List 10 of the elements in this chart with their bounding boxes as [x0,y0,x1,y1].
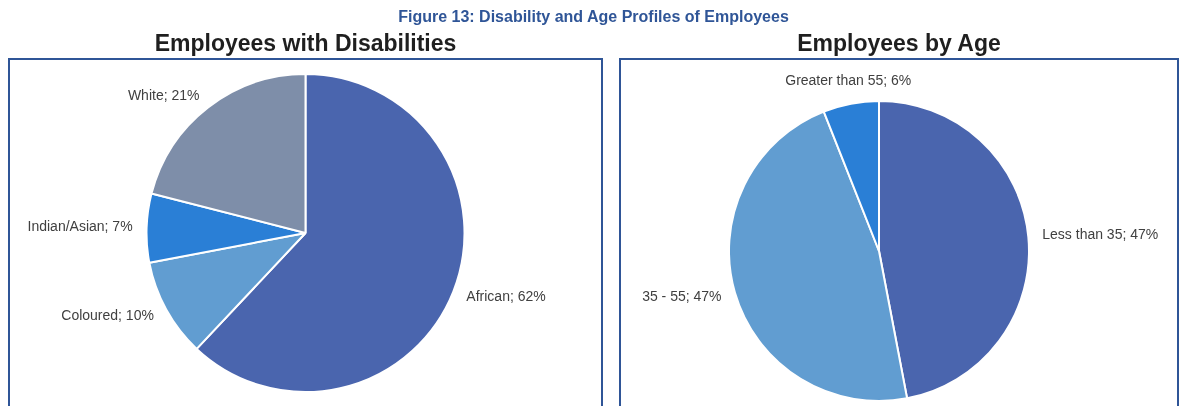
slice-label: Greater than 55; 6% [785,71,912,88]
slice-label: 35 - 55; 47% [642,287,722,304]
slice-label: White; 21% [127,87,200,104]
slice-label: African; 62% [466,287,546,304]
text: Figure 13: Disability and Age Profiles of Employees [397,8,790,27]
slice-label: Less than 35; 47% [1042,226,1159,243]
chart-title: Employees with Disabilities [153,30,458,58]
slice-label: Indian/Asian; 7% [27,218,133,235]
chart-title: Employees by Age [796,30,1002,58]
slice-label: Coloured; 10% [61,307,154,324]
